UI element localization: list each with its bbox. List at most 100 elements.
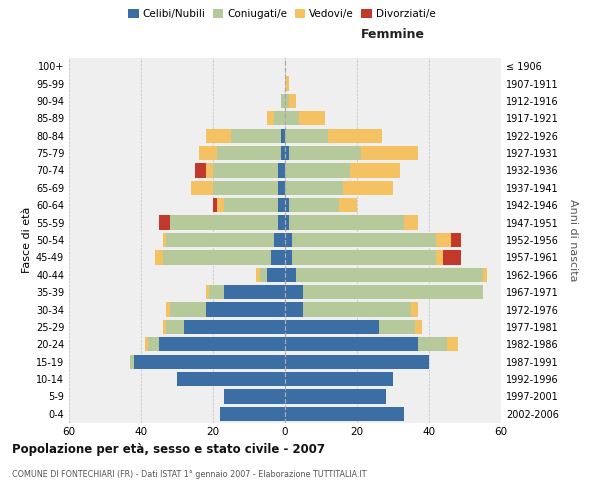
Bar xyxy=(206,285,209,300)
Bar xyxy=(166,320,184,334)
Text: Popolazione per età, sesso e stato civile - 2007: Popolazione per età, sesso e stato civil… xyxy=(12,442,325,456)
Bar xyxy=(166,233,274,247)
Bar xyxy=(285,216,289,230)
Bar xyxy=(213,180,278,195)
Bar xyxy=(285,320,379,334)
Bar xyxy=(220,406,285,421)
Bar xyxy=(285,76,289,90)
Bar xyxy=(483,268,487,282)
Bar xyxy=(163,320,166,334)
Bar xyxy=(170,216,278,230)
Bar xyxy=(285,285,303,300)
Bar xyxy=(285,111,299,126)
Bar xyxy=(292,233,436,247)
Bar xyxy=(339,198,357,212)
Bar xyxy=(213,198,217,212)
Bar xyxy=(343,180,393,195)
Bar xyxy=(285,180,343,195)
Bar xyxy=(285,233,292,247)
Bar xyxy=(163,250,271,264)
Bar xyxy=(350,164,400,177)
Bar xyxy=(299,111,325,126)
Bar xyxy=(415,320,422,334)
Bar xyxy=(436,233,451,247)
Bar xyxy=(451,233,461,247)
Bar xyxy=(285,198,289,212)
Bar xyxy=(213,164,278,177)
Bar xyxy=(170,302,206,316)
Bar xyxy=(209,285,224,300)
Bar xyxy=(285,372,393,386)
Bar xyxy=(285,268,296,282)
Bar xyxy=(285,250,292,264)
Bar xyxy=(267,111,274,126)
Legend: Celibi/Nubili, Coniugati/e, Vedovi/e, Divorziati/e: Celibi/Nubili, Coniugati/e, Vedovi/e, Di… xyxy=(124,5,440,24)
Bar xyxy=(285,146,289,160)
Bar xyxy=(224,285,285,300)
Bar xyxy=(281,128,285,143)
Bar xyxy=(289,94,296,108)
Bar xyxy=(278,198,285,212)
Bar xyxy=(191,180,213,195)
Bar xyxy=(267,268,285,282)
Bar xyxy=(281,94,285,108)
Bar xyxy=(379,320,415,334)
Bar xyxy=(411,302,418,316)
Bar xyxy=(404,216,418,230)
Bar xyxy=(184,320,285,334)
Bar xyxy=(289,146,361,160)
Bar xyxy=(274,233,285,247)
Bar xyxy=(199,146,217,160)
Bar xyxy=(285,354,429,369)
Bar xyxy=(328,128,382,143)
Text: COMUNE DI FONTECHIARI (FR) - Dati ISTAT 1° gennaio 2007 - Elaborazione TUTTITALI: COMUNE DI FONTECHIARI (FR) - Dati ISTAT … xyxy=(12,470,367,479)
Bar xyxy=(217,146,281,160)
Bar xyxy=(285,128,328,143)
Bar xyxy=(195,164,206,177)
Bar xyxy=(231,128,281,143)
Bar xyxy=(206,302,285,316)
Bar xyxy=(443,250,461,264)
Bar xyxy=(281,146,285,160)
Y-axis label: Anni di nascita: Anni di nascita xyxy=(568,198,578,281)
Bar xyxy=(224,390,285,404)
Y-axis label: Fasce di età: Fasce di età xyxy=(22,207,32,273)
Bar xyxy=(289,216,404,230)
Bar xyxy=(271,250,285,264)
Bar xyxy=(292,250,436,264)
Bar xyxy=(285,94,289,108)
Bar xyxy=(303,285,483,300)
Bar xyxy=(278,164,285,177)
Bar xyxy=(274,111,285,126)
Bar xyxy=(166,302,170,316)
Bar xyxy=(289,198,339,212)
Bar xyxy=(285,164,350,177)
Bar xyxy=(436,250,443,264)
Bar xyxy=(163,233,166,247)
Bar xyxy=(155,250,163,264)
Bar xyxy=(159,216,170,230)
Bar xyxy=(285,390,386,404)
Bar xyxy=(145,337,148,351)
Bar xyxy=(278,180,285,195)
Bar xyxy=(217,198,224,212)
Bar xyxy=(278,216,285,230)
Bar xyxy=(177,372,285,386)
Bar xyxy=(260,268,267,282)
Bar xyxy=(134,354,285,369)
Bar xyxy=(256,268,260,282)
Bar xyxy=(285,406,404,421)
Bar xyxy=(361,146,418,160)
Bar xyxy=(224,198,278,212)
Bar xyxy=(296,268,483,282)
Bar xyxy=(130,354,134,369)
Bar xyxy=(303,302,411,316)
Bar xyxy=(206,164,213,177)
Bar xyxy=(285,302,303,316)
Bar xyxy=(447,337,458,351)
Bar xyxy=(285,337,418,351)
Bar xyxy=(148,337,159,351)
Text: Femmine: Femmine xyxy=(361,28,425,41)
Bar xyxy=(206,128,231,143)
Bar xyxy=(418,337,447,351)
